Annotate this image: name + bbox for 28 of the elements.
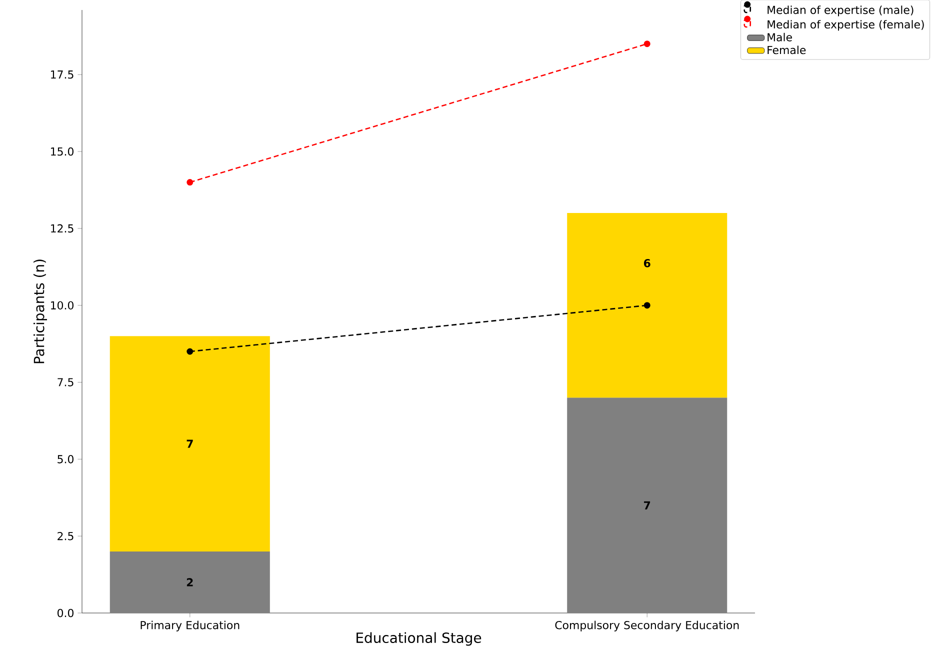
x-axis-title: Educational Stage — [356, 632, 482, 646]
x-tick-label: Compulsory Secondary Education — [555, 620, 739, 632]
legend-label: Median of expertise (male) — [768, 6, 914, 16]
data-label: 2 — [186, 578, 193, 586]
y-tick-label: 10.0 — [51, 301, 74, 310]
point — [186, 179, 194, 186]
data-label: 7 — [644, 501, 650, 510]
y-tick-label: 5.0 — [58, 455, 74, 464]
data-label: 7 — [186, 440, 193, 448]
bar — [110, 336, 270, 552]
point — [644, 40, 650, 48]
bar — [567, 213, 728, 398]
y-tick-label: 17.5 — [51, 70, 74, 79]
legend-label: Female — [768, 46, 806, 54]
y-tick-label: 15.0 — [51, 147, 74, 156]
legend-label: Male — [768, 32, 792, 42]
legend-label: Median of expertise (female) — [768, 20, 924, 31]
data-label: 6 — [644, 258, 650, 268]
point — [644, 302, 650, 309]
y-axis-title: Participants (n) — [33, 260, 47, 364]
y-tick-label: 12.5 — [51, 224, 74, 233]
x-tick-label: Primary Education — [140, 620, 240, 632]
y-tick-label: 0.0 — [58, 608, 74, 618]
y-tick-label: 2.5 — [58, 532, 74, 540]
bar — [567, 398, 728, 613]
point — [186, 348, 194, 355]
bar — [110, 551, 270, 613]
y-tick-label: 7.5 — [58, 378, 74, 386]
